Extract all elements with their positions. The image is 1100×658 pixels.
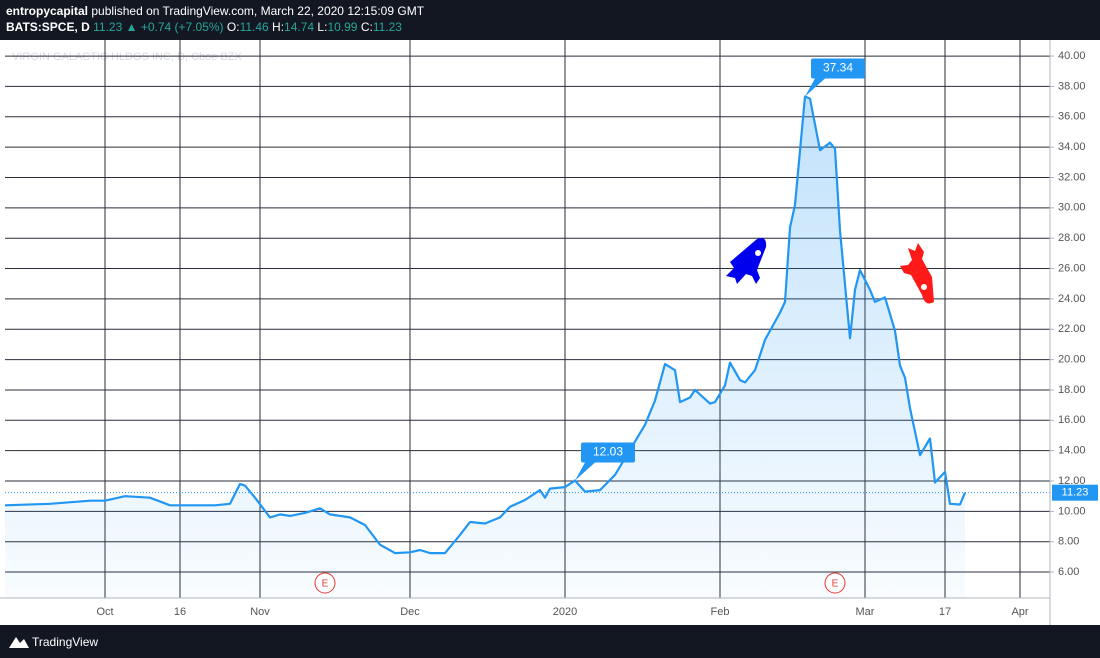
callout-box	[811, 58, 865, 79]
callout-label: 37.34	[823, 61, 853, 75]
y-tick-label: 22.00	[1058, 323, 1086, 335]
x-tick-label: Mar	[856, 606, 875, 618]
event-marker	[314, 572, 336, 594]
y-tick-label: 12.00	[1058, 475, 1086, 487]
x-tick-label: 16	[174, 606, 186, 618]
y-tick-label: 38.00	[1058, 80, 1086, 92]
y-tick-label: 26.00	[1058, 262, 1086, 274]
header-line: entropycapital published on TradingView.…	[6, 4, 424, 18]
ohlc-key: C:	[360, 20, 373, 34]
ohlc: O:11.46 H:14.74 L:10.99 C:11.23	[227, 20, 402, 34]
logo	[9, 637, 29, 648]
callout-label: 12.03	[593, 445, 623, 459]
last: 11.23 ▲ +0.74 (+7.05%)	[93, 20, 224, 34]
x-tick-label: Apr	[1011, 606, 1028, 618]
ohlc-key: H:	[272, 20, 285, 34]
ohlc-value: 10.99	[327, 20, 358, 34]
watermark: VIRGIN GALACTIC HLDGS INC, D, Cboe BZX	[12, 51, 242, 63]
y-tick-label: 20.00	[1058, 354, 1086, 366]
ohlc-value: 14.74	[284, 20, 315, 34]
y-tick-label: 28.00	[1058, 232, 1086, 244]
last-price-box	[1052, 484, 1098, 501]
x-tick-label: 17	[939, 606, 951, 618]
price-line	[4, 95, 967, 555]
callout-pointer	[805, 78, 825, 97]
ohlc-value: 11.46	[239, 20, 269, 34]
publisher[interactable]: entropycapital	[6, 4, 89, 18]
x-tick-label: Oct	[96, 606, 113, 618]
x-tick-label: Dec	[400, 606, 420, 618]
footer: TradingView	[0, 625, 1100, 658]
callout-box	[581, 442, 635, 463]
y-tick-label: 18.00	[1058, 384, 1086, 396]
y-tick-label: 10.00	[1058, 505, 1086, 517]
header-line: BATS:SPCE, D 11.23 ▲ +0.74 (+7.05%) O:11…	[6, 20, 402, 34]
chart: VIRGIN GALACTIC HLDGS INC, D, Cboe BZX 6…	[0, 40, 1100, 625]
brand[interactable]: TradingView	[32, 635, 99, 649]
area-fill	[5, 96, 965, 598]
y-tick-label: 40.00	[1058, 50, 1086, 62]
symbol: BATS:SPCE, D	[6, 20, 90, 34]
y-tick-label: 8.00	[1058, 536, 1079, 548]
header: entropycapital published on TradingView.…	[0, 0, 1100, 40]
y-tick-label: 14.00	[1058, 445, 1086, 457]
event-label: E	[322, 579, 329, 590]
event-label: E	[832, 579, 839, 590]
x-tick-label: 2020	[553, 606, 577, 618]
rocket-window	[755, 250, 761, 256]
y-tick-label: 36.00	[1058, 111, 1086, 123]
y-tick-label: 16.00	[1058, 414, 1086, 426]
x-tick-label: Nov	[250, 606, 270, 618]
published: published on TradingView.com, March 22, …	[91, 4, 425, 18]
event-marker	[824, 572, 846, 594]
ohlc-key: O:	[226, 20, 240, 34]
y-tick-label: 24.00	[1058, 293, 1086, 305]
rocket-up	[726, 238, 767, 284]
y-tick-label: 34.00	[1058, 141, 1086, 153]
last-price-label: 11.23	[1062, 487, 1089, 499]
ohlc-key: L:	[317, 20, 328, 34]
y-tick-label: 32.00	[1058, 171, 1086, 183]
callout-pointer	[575, 462, 595, 481]
rocket-window	[921, 284, 927, 290]
y-tick-label: 6.00	[1058, 566, 1079, 578]
ohlc-value: 11.23	[372, 20, 402, 34]
x-tick-label: Feb	[711, 606, 730, 618]
y-tick-label: 30.00	[1058, 202, 1086, 214]
